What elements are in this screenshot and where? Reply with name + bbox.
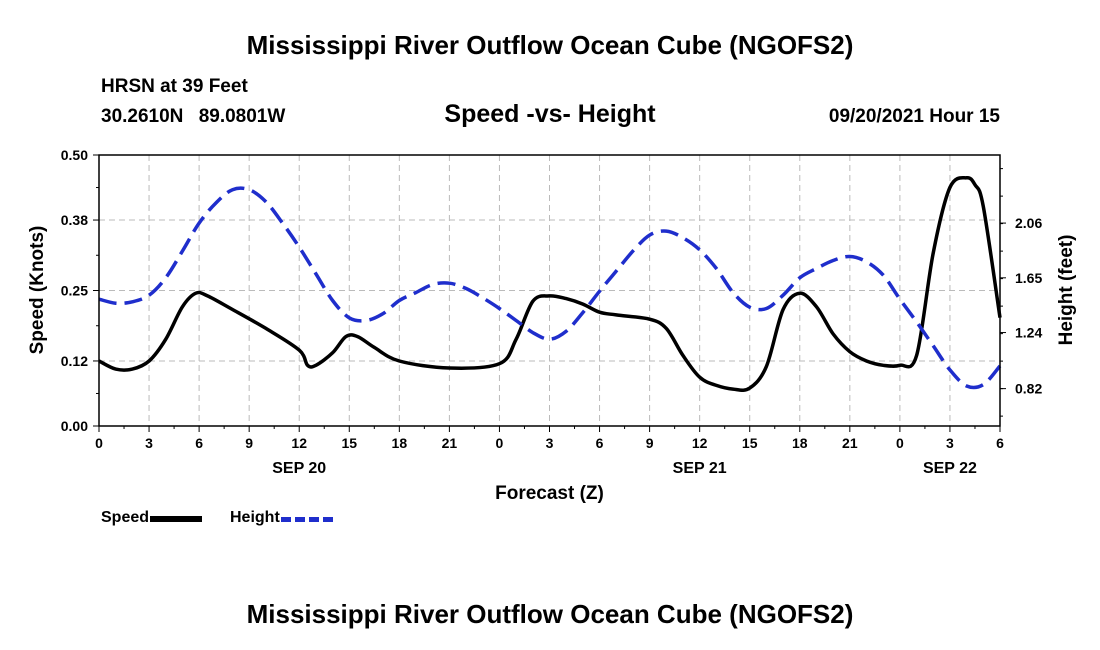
y-tick-label: 0.50	[61, 147, 88, 163]
station-longitude: 89.0801W	[198, 106, 286, 127]
y2-tick-label: 1.24	[1015, 325, 1042, 341]
x-day-label: SEP 20	[272, 460, 326, 477]
y2-tick-label: 2.06	[1015, 215, 1042, 231]
x-day-label: SEP 21	[673, 460, 727, 477]
grid-layer	[99, 155, 1000, 426]
x-tick-label: 18	[392, 435, 408, 451]
x-tick-label: 0	[896, 435, 904, 451]
chart-title: Mississippi River Outflow Ocean Cube (NG…	[246, 30, 854, 60]
station-latitude: 30.2610N	[101, 106, 184, 127]
legend-speed-label: Speed	[101, 509, 150, 526]
y-axis-title: Speed (Knots)	[27, 226, 48, 355]
x-tick-label: 3	[946, 435, 954, 451]
x-tick-label: 18	[792, 435, 808, 451]
x-tick-label: 3	[546, 435, 554, 451]
y2-tick-label: 1.65	[1015, 270, 1042, 286]
forecast-datetime: 09/20/2021 Hour 15	[828, 106, 1000, 127]
legend-speed: Speed	[101, 509, 203, 526]
y-tick-label: 0.00	[61, 418, 88, 434]
y-tick-label: 0.25	[61, 283, 88, 299]
y-tick-label: 0.12	[61, 353, 88, 369]
x-tick-label: 21	[842, 435, 858, 451]
x-tick-label: 15	[742, 435, 758, 451]
x-tick-label: 15	[341, 435, 357, 451]
x-tick-label: 3	[145, 435, 153, 451]
x-tick-label: 0	[95, 435, 103, 451]
y2-axis-title: Height (feet)	[1056, 235, 1077, 346]
y2-tick-label: 0.82	[1015, 381, 1042, 397]
axis-layer: 0 3 6 9 12 15 18 21 0 3 6 9 12 15 18 21 0 3 6 SEP 20 SEP 21 S…	[61, 147, 1043, 477]
x-tick-label: 21	[442, 435, 458, 451]
x-tick-label: 6	[195, 435, 203, 451]
footer-title: Mississippi River Outflow Ocean Cube (NG…	[246, 599, 854, 629]
series-layer	[98, 175, 1002, 392]
station-coordinates: 30.2610N 89.0801W	[101, 107, 285, 126]
y-tick-label: 0.38	[61, 212, 88, 228]
legend-height: Height	[230, 510, 333, 526]
legend-height-label: Height	[230, 509, 280, 526]
x-tick-label: 9	[245, 435, 253, 451]
speed-series-line	[98, 175, 1002, 392]
x-tick-label: 6	[996, 435, 1004, 451]
chart-subtitle: Speed -vs- Height	[444, 100, 656, 128]
x-day-label: SEP 22	[923, 460, 977, 477]
x-tick-label: 6	[596, 435, 604, 451]
x-tick-label: 9	[646, 435, 654, 451]
legend-height-swatch	[280, 516, 333, 522]
legend-speed-swatch	[150, 516, 203, 522]
x-tick-label: 0	[496, 435, 504, 451]
station-label: HRSN at 39 Feet	[101, 76, 248, 97]
x-tick-label: 12	[291, 435, 307, 451]
x-tick-label: 12	[692, 435, 708, 451]
x-axis-title: Forecast (Z)	[495, 483, 604, 504]
height-series-line	[98, 186, 1002, 390]
